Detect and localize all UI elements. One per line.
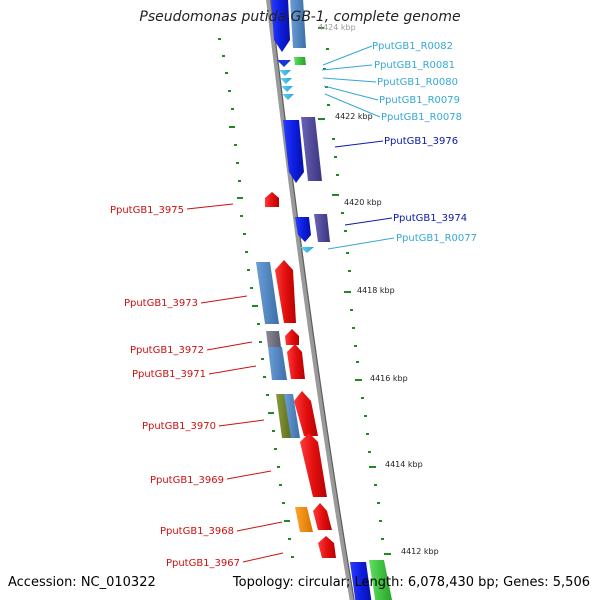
- label-connector: [208, 365, 257, 375]
- label-connector: [334, 140, 384, 148]
- label-connector: [327, 237, 395, 250]
- gene-label[interactable]: PputGB1_3967: [166, 558, 240, 569]
- map-title: Pseudomonas putida GB-1, complete genome: [139, 9, 461, 25]
- cds-feature[interactable]: [290, 0, 306, 48]
- rna-feature[interactable]: [279, 70, 291, 76]
- label-connector: [324, 93, 381, 118]
- cds-feature[interactable]: [369, 560, 393, 600]
- cds-feature[interactable]: [256, 262, 279, 324]
- genome-backbone: [266, 0, 355, 600]
- gene-label[interactable]: PputGB1_R0082: [372, 41, 453, 52]
- rna-feature[interactable]: [281, 86, 293, 92]
- gene-label[interactable]: PputGB1_3972: [130, 345, 204, 356]
- scale-label: 4422 kbp: [335, 112, 373, 121]
- label-connector: [236, 521, 283, 532]
- gene-label[interactable]: PputGB1_R0077: [396, 233, 477, 244]
- label-connector: [322, 77, 377, 83]
- gene-label[interactable]: PputGB1_3975: [110, 205, 184, 216]
- scale-label: 4424 kbp: [318, 23, 356, 32]
- label-connector: [226, 470, 272, 480]
- label-connector: [200, 295, 248, 304]
- gene-label[interactable]: PputGB1_3976: [384, 136, 458, 147]
- cds-feature[interactable]: [276, 394, 292, 438]
- cds-feature[interactable]: [295, 507, 313, 532]
- rna-feature[interactable]: [300, 247, 314, 253]
- cds-feature[interactable]: [301, 117, 322, 181]
- label-connector: [218, 419, 265, 427]
- forward-gene[interactable]: [294, 391, 318, 436]
- label-connector: [344, 217, 393, 226]
- gene-label[interactable]: PputGB1_3968: [160, 526, 234, 537]
- gene-label[interactable]: PputGB1_R0079: [379, 95, 460, 106]
- label-connector: [322, 45, 373, 66]
- label-connector: [186, 203, 234, 210]
- label-connector: [242, 552, 284, 563]
- gene-label[interactable]: PputGB1_3974: [393, 213, 467, 224]
- gene-label[interactable]: PputGB1_3971: [132, 369, 206, 380]
- reverse-gene[interactable]: [295, 217, 311, 242]
- label-connector: [206, 341, 253, 351]
- reverse-gene[interactable]: [283, 120, 304, 183]
- label-connector: [321, 64, 373, 71]
- reverse-gene[interactable]: [271, 0, 290, 52]
- forward-gene[interactable]: [275, 260, 296, 323]
- gene-label[interactable]: PputGB1_3973: [124, 298, 198, 309]
- inner-tick-track: [218, 38, 294, 558]
- cds-feature[interactable]: [284, 394, 300, 438]
- forward-gene[interactable]: [287, 344, 305, 379]
- genome-backbone-shade: [269, 0, 355, 600]
- scale-label: 4420 kbp: [344, 198, 382, 207]
- forward-gene[interactable]: [318, 536, 336, 558]
- gene-label[interactable]: PputGB1_R0081: [374, 60, 455, 71]
- cds-feature[interactable]: [266, 331, 281, 347]
- gene-label[interactable]: PputGB1_R0078: [381, 112, 462, 123]
- cds-feature[interactable]: [294, 57, 306, 65]
- scale-label: 4414 kbp: [385, 460, 423, 469]
- rna-feature[interactable]: [282, 94, 294, 100]
- rna-feature[interactable]: [277, 60, 291, 67]
- scale-label: 4412 kbp: [401, 547, 439, 556]
- scale-label: 4416 kbp: [370, 374, 408, 383]
- outer-tick-track: [318, 27, 391, 555]
- reverse-gene[interactable]: [350, 562, 372, 600]
- label-connector: [323, 85, 379, 101]
- gene-label[interactable]: PputGB1_3970: [142, 421, 216, 432]
- cds-feature[interactable]: [314, 214, 330, 242]
- gene-label[interactable]: PputGB1_R0080: [377, 77, 458, 88]
- scale-label: 4418 kbp: [357, 286, 395, 295]
- cds-feature[interactable]: [268, 347, 287, 380]
- forward-gene[interactable]: [285, 329, 299, 345]
- accession-text: Accession: NC_010322: [8, 575, 156, 590]
- forward-gene[interactable]: [313, 503, 332, 530]
- gene-label[interactable]: PputGB1_3969: [150, 475, 224, 486]
- genome-summary-text: Topology: circular; Length: 6,078,430 bp…: [232, 575, 590, 590]
- rna-feature[interactable]: [280, 78, 292, 84]
- forward-gene[interactable]: [265, 192, 279, 207]
- forward-gene[interactable]: [300, 433, 327, 497]
